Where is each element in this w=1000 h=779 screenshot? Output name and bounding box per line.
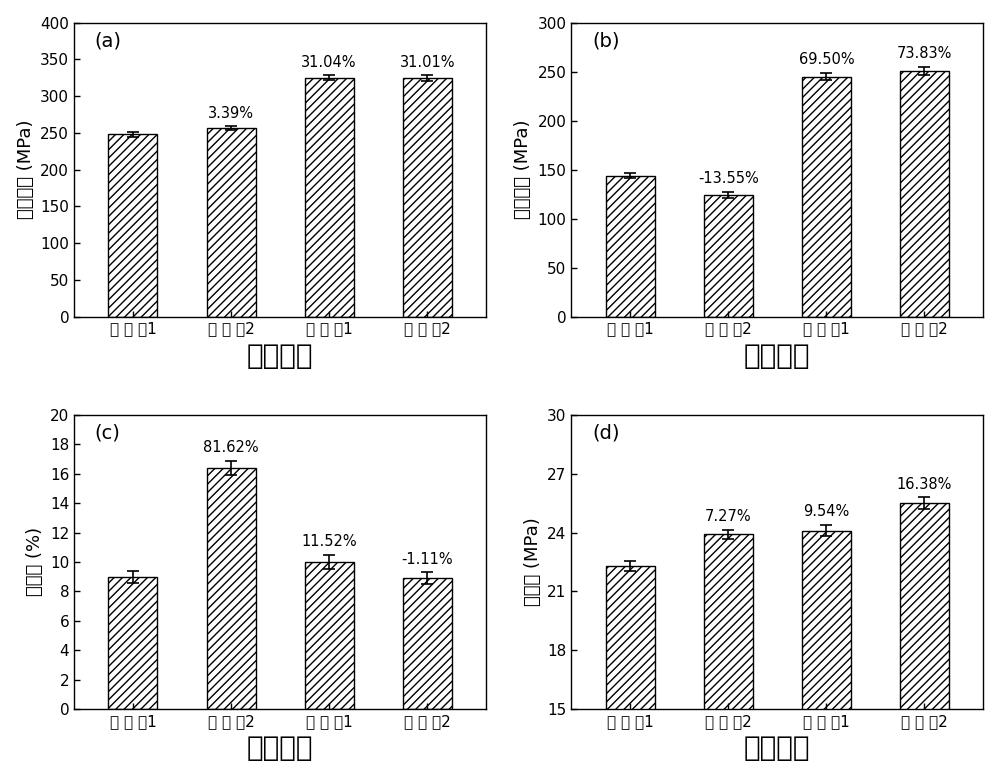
Text: 73.83%: 73.83% (897, 47, 952, 62)
Bar (900, 71, 949, 316)
Text: 81.62%: 81.62% (203, 440, 259, 455)
Bar (403, 578, 452, 709)
X-axis label: 合金序号: 合金序号 (247, 342, 313, 370)
Y-axis label: 电导率 (MPa): 电导率 (MPa) (524, 517, 542, 606)
Text: -13.55%: -13.55% (698, 171, 759, 186)
Bar (108, 576, 157, 709)
Bar (207, 468, 256, 709)
Bar (305, 78, 354, 316)
Text: (c): (c) (95, 424, 121, 442)
Y-axis label: 抗拉强度 (MPa): 抗拉强度 (MPa) (17, 120, 35, 220)
Bar (207, 129, 256, 316)
Y-axis label: 屈服强度 (MPa): 屈服强度 (MPa) (514, 120, 532, 220)
Text: 11.52%: 11.52% (301, 534, 357, 549)
Text: (a): (a) (95, 31, 122, 51)
Text: 9.54%: 9.54% (803, 505, 849, 520)
X-axis label: 合金序号: 合金序号 (247, 735, 313, 763)
Bar (108, 134, 157, 316)
Text: 16.38%: 16.38% (897, 477, 952, 492)
Bar (403, 78, 452, 316)
Text: 3.39%: 3.39% (208, 106, 254, 121)
Text: 69.50%: 69.50% (799, 52, 854, 67)
Bar (900, 503, 949, 779)
Bar (704, 195, 753, 316)
Text: 31.04%: 31.04% (301, 55, 357, 70)
Bar (704, 534, 753, 779)
Bar (305, 562, 354, 709)
Text: 31.01%: 31.01% (399, 55, 455, 70)
Bar (802, 530, 851, 779)
Bar (802, 76, 851, 316)
Text: (d): (d) (592, 424, 619, 442)
X-axis label: 合金序号: 合金序号 (744, 342, 811, 370)
X-axis label: 合金序号: 合金序号 (744, 735, 811, 763)
Bar (606, 566, 655, 779)
Text: -1.11%: -1.11% (401, 552, 453, 567)
Bar (606, 175, 655, 316)
Text: 7.27%: 7.27% (705, 509, 752, 524)
Y-axis label: 伸长率 (%): 伸长率 (%) (26, 527, 44, 597)
Text: (b): (b) (592, 31, 619, 51)
